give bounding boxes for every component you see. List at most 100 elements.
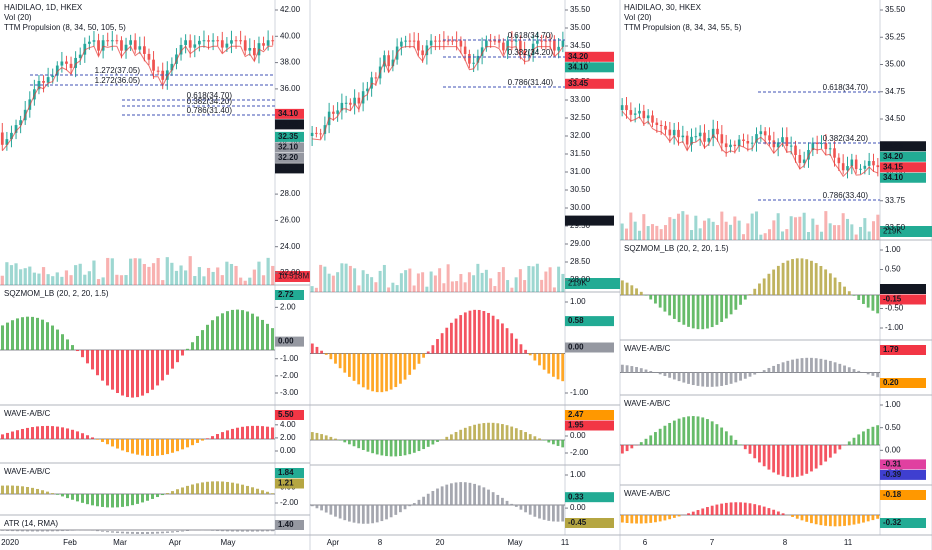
axis-label: -1.00 <box>570 388 589 397</box>
histogram-bar <box>753 288 757 295</box>
histogram-bar <box>216 434 219 439</box>
histogram-bar <box>31 487 34 494</box>
histogram-bar <box>324 505 328 513</box>
histogram-bar <box>11 431 14 439</box>
candle <box>833 148 836 158</box>
histogram-bar <box>847 367 851 373</box>
date-label: 8 <box>378 538 383 547</box>
histogram-bar <box>422 353 425 358</box>
candle <box>720 134 724 144</box>
date-label: 6 <box>643 538 648 547</box>
axis-label: 1.00 <box>885 245 901 254</box>
histogram-bar <box>201 439 204 441</box>
histogram-bar <box>389 353 393 390</box>
volume-bar <box>119 275 124 285</box>
volume-bar <box>497 272 501 292</box>
axis-label: 35.50 <box>570 5 591 14</box>
volume-bar <box>55 272 59 285</box>
histogram-bar <box>781 262 785 295</box>
histogram-bar <box>403 505 407 510</box>
candle <box>442 40 446 42</box>
histogram-bar <box>329 436 333 440</box>
histogram-bar <box>51 530 54 532</box>
histogram-bar <box>795 515 799 519</box>
histogram-bar <box>668 422 672 445</box>
histogram-bar <box>161 494 164 496</box>
volume-bar <box>387 287 391 292</box>
candle <box>78 54 82 58</box>
candle <box>668 129 672 136</box>
histogram-bar <box>161 350 164 381</box>
histogram-bar <box>767 508 771 515</box>
histogram-bar <box>81 433 84 439</box>
histogram-bar <box>334 505 337 517</box>
price-tag-bg <box>275 468 304 478</box>
volume-bar <box>523 280 527 292</box>
histogram-bar <box>819 515 823 526</box>
histogram-bar <box>352 353 356 381</box>
histogram-bar <box>658 295 662 308</box>
histogram-bar <box>876 425 880 445</box>
histogram-bar <box>805 515 809 522</box>
histogram-bar <box>371 353 374 392</box>
histogram-bar <box>36 317 39 350</box>
fib-label: 0.786(31.40) <box>508 78 554 87</box>
volume-bar <box>142 264 146 285</box>
histogram-bar <box>501 323 504 354</box>
volume-bar <box>676 213 681 240</box>
volume-bar <box>759 234 763 240</box>
candle <box>811 142 815 150</box>
volume-bar <box>455 281 459 292</box>
header-line: Vol (20) <box>624 13 652 22</box>
histogram-bar <box>876 372 880 378</box>
volume-bar <box>19 269 23 285</box>
histogram-bar <box>862 295 865 304</box>
histogram-bar <box>871 295 875 311</box>
histogram-bar <box>431 440 435 445</box>
histogram-bar <box>625 515 629 524</box>
histogram-bar <box>86 350 89 364</box>
histogram-bar <box>786 445 790 478</box>
histogram-bar <box>843 286 846 295</box>
histogram-bar <box>824 359 828 373</box>
axis-label: 0.00 <box>885 445 901 454</box>
volume-bar <box>501 267 505 292</box>
axis-label: -2.00 <box>570 448 589 457</box>
axis-label: 34.75 <box>885 87 906 96</box>
histogram-bar <box>767 445 771 470</box>
histogram-bar <box>389 505 393 518</box>
volume-bar <box>793 217 798 240</box>
price-tag-bg <box>880 459 926 470</box>
price-tag-bg <box>565 51 614 62</box>
volume-bar <box>310 286 314 292</box>
candle <box>859 168 862 170</box>
histogram-bar <box>524 432 527 440</box>
histogram-bar <box>251 313 254 350</box>
histogram-bar <box>161 531 164 534</box>
histogram-bar <box>724 502 728 515</box>
candle <box>707 138 711 142</box>
candle <box>451 40 454 42</box>
candle <box>417 40 420 51</box>
histogram-bar <box>538 438 541 440</box>
price-tag-bg <box>880 141 926 152</box>
fib-label: 0.618(34.70) <box>187 91 233 100</box>
histogram-bar <box>668 372 672 378</box>
histogram-bar <box>814 515 818 525</box>
histogram-bar <box>96 530 99 532</box>
histogram-bar <box>706 507 709 515</box>
axis-label: 28.00 <box>280 189 301 198</box>
price-tag-bg <box>880 294 926 305</box>
histogram-bar <box>672 295 676 319</box>
histogram-bar <box>767 367 771 373</box>
histogram-bar <box>658 515 662 522</box>
volume-bar <box>395 285 399 292</box>
candle <box>344 102 348 104</box>
histogram-bar <box>772 365 776 373</box>
histogram-bar <box>121 439 124 451</box>
candle <box>425 45 429 56</box>
histogram-bar <box>408 505 412 507</box>
histogram-bar <box>644 295 648 296</box>
